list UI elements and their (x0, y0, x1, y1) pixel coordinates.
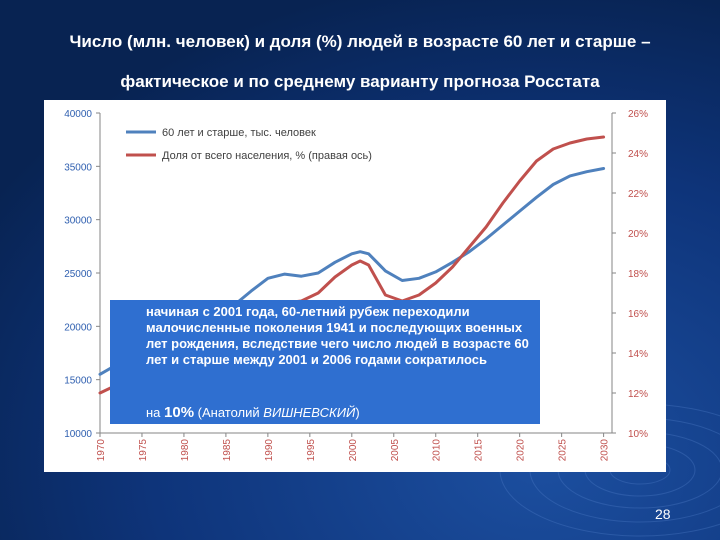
x-tick-label: 1990 (264, 439, 275, 462)
x-tick-label: 1980 (180, 439, 191, 462)
x-tick-label: 2025 (558, 439, 569, 462)
y-tick-label: 35000 (64, 162, 92, 173)
y2-tick-label: 12% (628, 389, 648, 400)
y2-tick-label: 22% (628, 189, 648, 200)
annotation-prefix: на (146, 405, 165, 420)
annotation-open: (Анатолий (194, 405, 264, 420)
y-tick-label: 10000 (64, 429, 92, 440)
y2-tick-label: 26% (628, 109, 648, 120)
y-tick-label: 25000 (64, 269, 92, 280)
x-tick-label: 2005 (390, 439, 401, 462)
annotation-close: ) (355, 405, 360, 420)
y-tick-label: 20000 (64, 322, 92, 333)
y-tick-label: 30000 (64, 216, 92, 227)
annotation-author: ВИШНЕВСКИЙ (263, 405, 356, 420)
y2-tick-label: 10% (628, 429, 648, 440)
legend-label-1: 60 лет и старше, тыс. человек (162, 127, 316, 139)
page-number: 28 (655, 506, 671, 522)
x-tick-label: 1970 (96, 439, 107, 462)
y-tick-label: 15000 (64, 376, 92, 387)
slide-title-line-2: фактическое и по среднему варианту прогн… (120, 72, 600, 91)
annotation-box: начиная с 2001 года, 60-летний рубеж пер… (110, 300, 540, 424)
x-tick-label: 1975 (138, 439, 149, 462)
annotation-percent: 10% (164, 404, 195, 421)
slide-title-line-1: Число (млн. человек) и доля (%) людей в … (69, 32, 651, 51)
x-tick-label: 2010 (432, 439, 443, 462)
y2-tick-label: 16% (628, 309, 648, 320)
x-tick-label: 2015 (474, 439, 485, 462)
x-tick-label: 1995 (306, 439, 317, 462)
x-tick-label: 2000 (348, 439, 359, 462)
x-tick-label: 1985 (222, 439, 233, 462)
annotation-text: начиная с 2001 года, 60-летний рубеж пер… (146, 304, 529, 367)
y-tick-label: 40000 (64, 109, 92, 120)
x-tick-label: 2020 (516, 439, 527, 462)
x-tick-label: 2030 (600, 439, 611, 462)
annotation-citation: на 10% (Анатолий ВИШНЕВСКИЙ) (146, 404, 360, 421)
y2-tick-label: 14% (628, 349, 648, 360)
y2-tick-label: 18% (628, 269, 648, 280)
y2-tick-label: 24% (628, 149, 648, 160)
y2-tick-label: 20% (628, 229, 648, 240)
legend-label-2: Доля от всего населения, % (правая ось) (162, 150, 372, 162)
line-chart: 40000 35000 30000 25000 20000 15000 10000 26% 24… (64, 109, 648, 462)
